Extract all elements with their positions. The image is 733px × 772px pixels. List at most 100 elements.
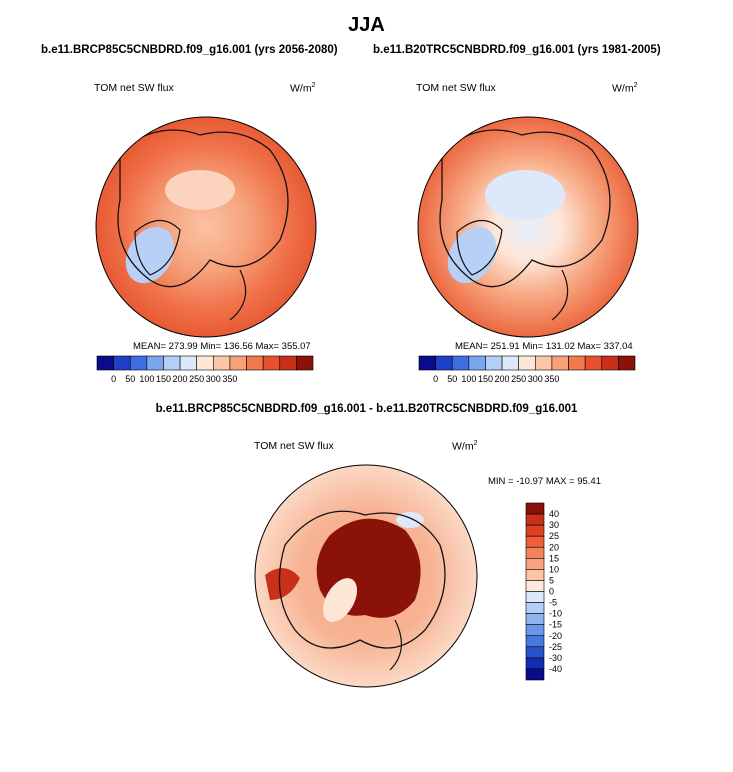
panel1-map [96,117,316,337]
panel3-colorbar-tick-label: 0 [549,587,554,597]
panel1-map-border [95,116,317,338]
panel3-colorbar-swatch [525,657,545,670]
panel1-colorbar-swatch [262,355,281,371]
panel1-colorbar-tick-label: 150 [156,374,171,384]
panel2-colorbar-swatch [584,355,603,371]
panel1-colorbar-swatch [129,355,148,371]
panel1-title: b.e11.BRCP85C5CNBDRD.f09_g16.001 (yrs 20… [41,44,338,56]
panel2-colorbar-tick-label: 50 [447,374,457,384]
panel2-units-sup: 2 [633,82,638,89]
panel1-colorbar-tick-label: 300 [206,374,221,384]
panel2-colorbar-tick-label: 300 [528,374,543,384]
panel3-map-border [254,464,478,688]
panel2-colorbar-tick-label: 350 [544,374,559,384]
panel2-variable-label: TOM net SW flux [416,82,496,94]
panel3-colorbar-tick-label: 5 [549,575,554,585]
page-title: JJA [348,14,385,36]
panel1-colorbar-tick-label: 50 [125,374,135,384]
panel3-variable-label: TOM net SW flux [254,440,334,452]
panel2-colorbar-swatch [518,355,536,371]
panel3-title: b.e11.BRCP85C5CNBDRD.f09_g16.001 - b.e11… [155,403,578,415]
panel2-europe-coast [551,269,569,321]
panel2-colorbar-tick-label: 0 [433,374,438,384]
panel2-colorbar: 0 50 100 150 200 250 300 350 [418,355,636,384]
panel3-colorbar-tick-label: -20 [549,631,562,641]
panel1-central-arctic [165,170,235,210]
panel3-colorbar-tick-label: 20 [549,542,559,552]
panel3-colorbar-swatch [525,646,545,659]
panel1-colorbar-swatch [113,355,131,371]
panel3-colorbar-swatch [525,558,545,570]
panel3-colorbar-swatch [525,624,545,637]
panel3-colorbar-tick-label: -5 [549,598,557,608]
panel3-colorbar-swatch [525,502,545,515]
panel1-units-text: W/m [290,82,312,95]
panel3-colorbar-swatch [525,613,545,625]
panel1-units-sup: 2 [311,82,316,89]
panel3-units-text: W/m [452,440,474,453]
panel3-colorbar-swatch [525,668,545,681]
panel2-colorbar-swatch [601,355,619,371]
panel2-colorbar-swatch [568,355,586,371]
panel2-greenland-coast [456,219,503,276]
panel3-colorbar-swatch [525,513,545,526]
panel3-colorbar-swatch [525,535,545,548]
panel3-colorbar-swatch [525,635,545,648]
panel3-colorbar-tick-label: -40 [549,664,562,674]
panel3-colorbar-tick-label: 30 [549,520,559,530]
panel3-colorbar-swatch [525,580,545,592]
panel2-colorbar-swatch [501,355,519,371]
panel3-colorbar-tick-label: 15 [549,553,559,563]
panel2-colorbar-tick-label: 150 [478,374,493,384]
panel2-map-field [418,117,638,337]
panel1-variable-label: TOM net SW flux [94,82,174,94]
panel1-colorbar-swatch [213,355,231,371]
panel2-colorbar-swatch [468,355,486,371]
panel2-colorbar-swatch [551,355,569,371]
panel1-colorbar-tick-label: 250 [189,374,204,384]
panel2-colorbar-swatch [435,355,453,371]
panel2-colorbar-swatch [618,355,636,371]
panel2-map [418,117,638,337]
panel3-colorbar-swatch [525,569,545,581]
panel1-colorbar-swatch [146,355,164,371]
panel1-colorbar-swatch [296,355,314,371]
panel1-colorbar-swatch [179,355,197,371]
panel3-colorbar-tick-label: 40 [549,509,559,519]
panel3-units-sup: 2 [473,440,478,447]
panel2-units-label: W/m2 [612,82,637,95]
panel2-colorbar-tick-label: 250 [511,374,526,384]
panel1-colorbar-swatch [229,355,247,371]
panel3-europe-coast [389,619,402,671]
panel1-colorbar-swatch [279,355,297,371]
panel1-colorbar-swatch [163,355,181,371]
panel2-stats: MEAN= 251.91 Min= 131.02 Max= 337.04 [455,341,633,352]
panel1-colorbar: 0 50 100 150 200 250 300 350 [96,355,314,384]
panel3-colorbar-swatch [525,524,545,537]
panel1-colorbar-tick-label: 100 [139,374,154,384]
panel3-colorbar-tick-label: 25 [549,531,559,541]
panel2-units-text: W/m [612,82,634,95]
panel1-colorbar-tick-label: 200 [173,374,188,384]
panel3-hudson-region [265,568,300,600]
panel2-coastline [439,129,611,288]
panel1-units-label: W/m2 [290,82,315,95]
panel2-colorbar-swatch [535,355,553,371]
panel3-colorbar-tick-label: -30 [549,653,562,663]
panel1-colorbar-tick-label: 0 [111,374,116,384]
panel3-colorbar-tick-label: -15 [549,620,562,630]
panel3-units-label: W/m2 [452,440,477,453]
panel2-colorbar-swatch [418,355,436,371]
panel2-map-border [417,116,639,338]
panel3-colorbar-swatch [525,546,545,559]
panel3-colorbar-tick-label: 10 [549,564,559,574]
panel2-colorbar-tick-label: 100 [461,374,476,384]
panel3-colorbar-swatch [525,602,545,614]
panel1-colorbar-tick-label: 350 [222,374,237,384]
panel3-greenland [322,578,358,622]
panel1-europe-coast [229,269,247,321]
panel1-colorbar-swatch [196,355,214,371]
panel1-coastline [117,129,289,288]
panel2-central-arctic [485,170,565,220]
